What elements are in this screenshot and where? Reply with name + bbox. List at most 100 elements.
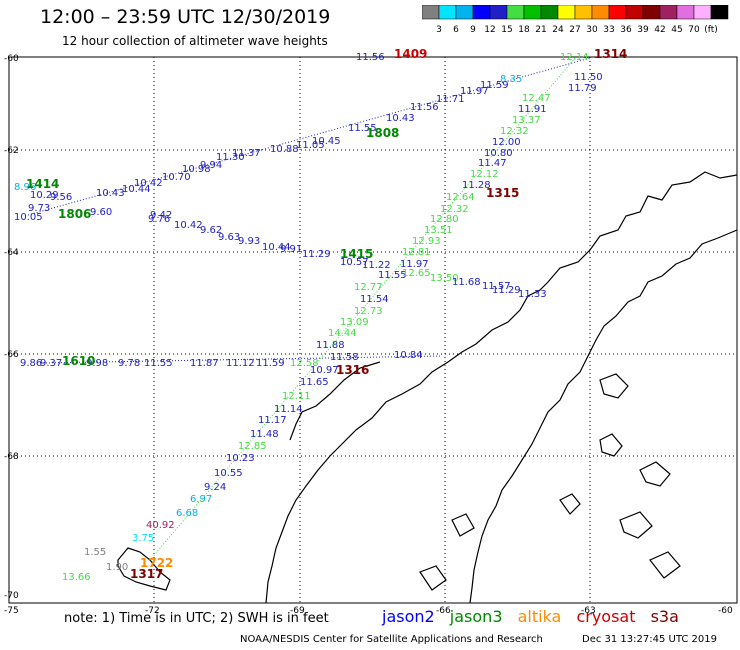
wave-height-label: 11.22 <box>362 260 391 271</box>
legend-tick-label: 15 <box>501 25 512 35</box>
legend-tick-label: 9 <box>470 25 476 35</box>
wave-height-label: 11.37 <box>232 148 261 159</box>
note-text: note: 1) Time is in UTC; 2) SWH is in fe… <box>64 611 329 626</box>
wave-height-labels: 11.56 12.1411.5011.7912.4711.9113.3712.32… <box>14 52 603 583</box>
wave-height-label: 12.64 <box>446 192 475 203</box>
wave-height-label: 12.58 <box>290 358 319 369</box>
wave-height-label: 10.29 <box>30 190 59 201</box>
wave-height-label: 9.37 <box>40 358 62 369</box>
wave-height-label: 11.29 <box>492 285 521 296</box>
satellite-legend: jason2 jason3 altika cryosat s3a <box>382 607 689 626</box>
wave-height-label: 12.81 <box>402 247 431 258</box>
satellite-tracks <box>27 57 591 561</box>
wave-height-label: 10.55 <box>214 468 243 479</box>
wave-height-label: 13.37 <box>512 115 541 126</box>
wave-height-label: 9.24 <box>204 482 226 493</box>
wave-height-label: 11.55 <box>348 123 377 134</box>
wave-height-label: 10.57 <box>340 257 369 268</box>
wave-height-label: 12.77 <box>354 282 383 293</box>
wave-height-label: 8.96 <box>14 182 36 193</box>
wave-height-label: 12.00 <box>492 137 521 148</box>
wave-height-label: 11.30 <box>216 152 245 163</box>
legend-tick-label: 42 <box>654 25 665 35</box>
legend-tick-label: 36 <box>620 25 632 35</box>
wave-height-label: 9.60 <box>90 207 112 218</box>
wave-height-label: 11.71 <box>436 94 465 105</box>
legend-tick-label: 39 <box>637 25 649 35</box>
wave-height-label: 11.56 <box>356 52 385 63</box>
wave-height-label: 9.93 <box>238 236 260 247</box>
credit-text: NOAA/NESDIS Center for Satellite Applica… <box>240 634 543 645</box>
pass-time-label: 1722 <box>140 556 173 570</box>
wave-height-label: 11.28 <box>462 180 491 191</box>
wave-height-color-legend: 3 6 9 12 15 18 21 24 27 30 33 36 39 42 45 70 (ft) <box>422 5 729 35</box>
wave-height-label: 11.88 <box>316 340 345 351</box>
legend-tick-label: 27 <box>569 25 580 35</box>
wave-height-label: 11.56 <box>410 102 439 113</box>
pass-time-label: 1808 <box>366 126 399 140</box>
wave-height-label: 9.62 <box>200 225 222 236</box>
wave-height-label: 1.55 <box>84 547 106 558</box>
wave-height-label: 10.05 <box>14 212 43 223</box>
wave-height-label: 10.44 <box>262 242 291 253</box>
wave-height-label: 11.97 <box>400 259 429 270</box>
legend-tick-label: 30 <box>586 25 598 35</box>
wave-height-label: 40.92 <box>146 520 175 531</box>
wave-height-label: 10.70 <box>162 172 191 183</box>
wave-height-label: 11.55 <box>144 358 173 369</box>
wave-height-label: 11.50 <box>574 72 603 83</box>
wave-height-label: 13.09 <box>340 317 369 328</box>
wave-height-label: 11.54 <box>360 294 389 305</box>
wave-height-label: 11.59 <box>480 80 509 91</box>
wave-height-label: 12.14 <box>560 52 589 63</box>
legend-tick-label: (ft) <box>704 25 718 35</box>
legend-tick-label: 12 <box>484 25 495 35</box>
altimeter-map: 11.56 12.1411.5011.7912.4711.9113.3712.32… <box>8 47 738 604</box>
legend-tick-label: 33 <box>603 25 614 35</box>
wave-height-label: 9.91 <box>280 244 302 255</box>
legend-tick-label: 6 <box>453 25 459 35</box>
pass-time-label: 1414 <box>26 177 59 191</box>
wave-height-label: 11.91 <box>518 104 547 115</box>
wave-height-label: 10.43 <box>96 188 125 199</box>
wave-height-label: 9.86 <box>20 358 42 369</box>
wave-height-label: 10.97 <box>310 365 339 376</box>
legend-tick-label: 45 <box>671 25 682 35</box>
wave-height-label: 13.66 <box>62 572 91 583</box>
wave-height-label: 11.58 <box>330 352 359 363</box>
wave-height-label: 11.97 <box>460 86 489 97</box>
legend-cryosat: cryosat <box>576 607 636 626</box>
wave-height-label: 12.12 <box>470 169 499 180</box>
wave-height-label: 14.44 <box>328 328 357 339</box>
wave-height-label: 9.42 <box>150 210 172 221</box>
map-subtitle: 12 hour collection of altimeter wave hei… <box>62 34 328 48</box>
legend-jason3: jason3 <box>449 607 503 626</box>
x-tick-label: -75 <box>4 606 19 616</box>
legend-altika: altika <box>517 607 562 626</box>
pass-time-label: 1315 <box>486 186 519 200</box>
pass-time-label: 1314 <box>594 47 627 61</box>
wave-height-label: 9.78 <box>118 358 140 369</box>
graticule <box>9 57 737 603</box>
wave-height-label: 10.44 <box>122 184 151 195</box>
wave-height-label: 10.80 <box>484 148 513 159</box>
wave-height-label: 11.57 <box>482 281 511 292</box>
wave-height-label: 10.42 <box>174 220 203 231</box>
wave-height-label: 12.80 <box>430 214 459 225</box>
wave-height-label: 12.11 <box>282 391 311 402</box>
wave-height-label: 12.65 <box>402 268 431 279</box>
legend-jason2: jason2 <box>382 607 435 626</box>
wave-height-label: 11.14 <box>274 404 303 415</box>
pass-time-labels: 1409 1314 1808 1414 1806 1315 1415 1610 1316 1722… <box>26 47 627 581</box>
pass-time-label: 1409 <box>394 47 427 61</box>
pass-time-label: 1610 <box>62 354 95 368</box>
map-frame <box>8 56 738 604</box>
generated-timestamp: Dec 31 13:27:45 UTC 2019 <box>582 634 717 645</box>
wave-height-label: 9.98 <box>86 358 108 369</box>
x-tick-label: -60 <box>718 606 733 616</box>
wave-height-label: 11.12 <box>226 358 255 369</box>
wave-height-label: 10.43 <box>386 113 415 124</box>
legend-swatch <box>710 5 729 20</box>
wave-height-label: 10.98 <box>182 164 211 175</box>
legend-tick-label: 70 <box>688 25 700 35</box>
